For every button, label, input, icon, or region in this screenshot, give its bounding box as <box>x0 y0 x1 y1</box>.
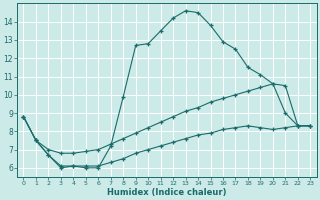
X-axis label: Humidex (Indice chaleur): Humidex (Indice chaleur) <box>107 188 227 197</box>
